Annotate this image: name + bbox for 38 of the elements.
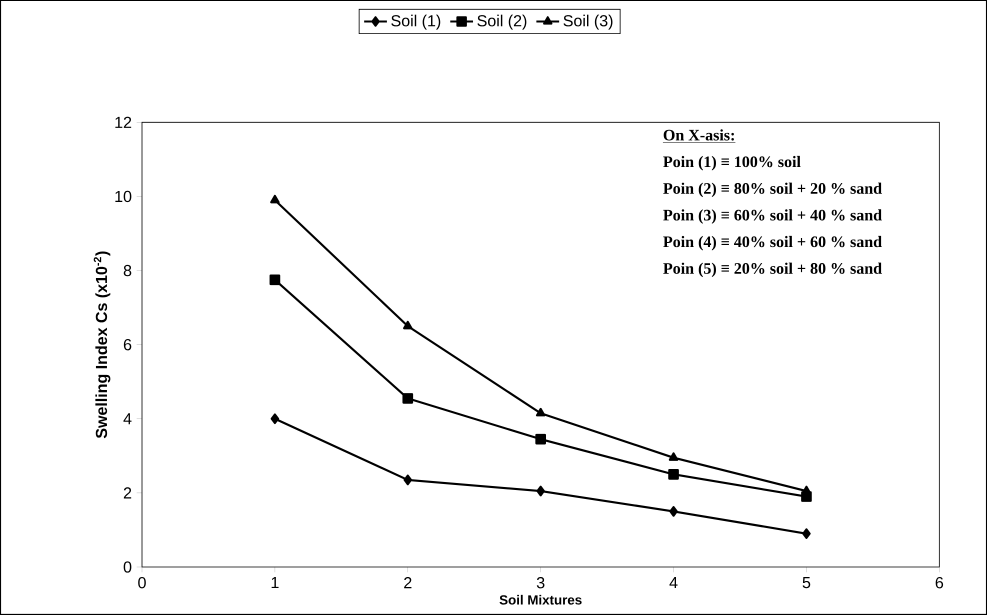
point <box>668 469 679 480</box>
point <box>802 528 811 539</box>
x-tick-label: 6 <box>936 577 944 588</box>
point <box>668 452 678 461</box>
y-tick-label: 10 <box>115 190 132 202</box>
annotation: Poin (4) ≡ 40% soil + 60 % sand <box>663 236 882 250</box>
annotation: Poin (5) ≡ 20% soil + 80 % sand <box>663 262 882 278</box>
point <box>535 434 546 444</box>
annotation: On X-asis: <box>664 129 734 141</box>
legend-label: Soil (2) <box>477 14 526 30</box>
point <box>402 393 414 404</box>
point <box>270 194 280 204</box>
y-tick-label: 12 <box>115 116 132 128</box>
x-tick-label: 1 <box>272 577 279 588</box>
legend-label: Soil (1) <box>391 14 440 30</box>
point <box>536 408 546 416</box>
y-tick-label: 2 <box>124 487 132 498</box>
annotation: Poin (3) ≡ 60% soil + 40 % sand <box>663 209 882 224</box>
point <box>403 320 413 330</box>
x-tick-label: 4 <box>669 577 678 588</box>
x-tick-label: 0 <box>138 577 146 588</box>
x-tick-label: 3 <box>536 577 544 588</box>
annotation: Poin (2) ≡ 80% soil + 20 % sand <box>663 182 882 198</box>
y-tick-label: 4 <box>123 413 132 424</box>
point <box>270 274 280 286</box>
x-tick-label: 2 <box>404 577 412 588</box>
y-axis-title: Swelling Index Cs (x10$^{-2}$) <box>94 251 110 438</box>
y-tick-label: 6 <box>124 339 132 350</box>
y-tick-label: 8 <box>124 264 132 276</box>
x-tick-label: 5 <box>802 577 810 588</box>
y-tick-label: 0 <box>124 561 132 573</box>
point <box>536 486 545 496</box>
x-axis-title: Soil Mixtures <box>500 594 582 605</box>
annotation: Poin (1) ≡ 100% soil <box>663 156 801 170</box>
point <box>404 474 412 486</box>
point <box>270 413 280 424</box>
point <box>669 506 678 517</box>
legend-label: Soil (3) <box>564 14 612 30</box>
